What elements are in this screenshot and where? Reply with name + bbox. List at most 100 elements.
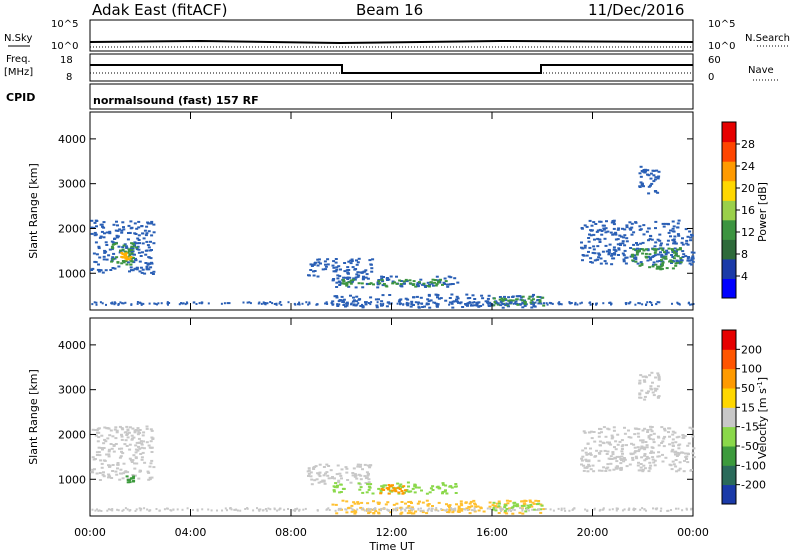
y-tick-label: 3000: [58, 178, 86, 191]
nsearch-tick-top: 10^5: [708, 19, 735, 30]
scatter-region: [341, 278, 448, 288]
velocity-colorbar: 200 100 50 15 -15 -50 -100 -200: [721, 329, 766, 505]
power-ylabel: Slant Range [km]: [27, 163, 40, 259]
colorbar-swatch: [722, 200, 736, 221]
ground-scatter-line: [91, 507, 693, 512]
colorbar-tick-label: 8: [741, 248, 748, 261]
colorbar-tick-label: -50: [741, 440, 759, 453]
scatter-region: [580, 425, 696, 473]
velocity-y-ticks: 4000 3000 2000 1000: [58, 339, 693, 486]
power-colorbar: 28 24 20 16 12 8 4: [721, 121, 755, 299]
freq-label-1: Freq.: [6, 54, 31, 65]
nsky-strip: [89, 19, 694, 52]
colorbar-tick-label: -100: [741, 459, 766, 472]
nsearch-label: N.Search: [745, 33, 790, 44]
colorbar-tick-label: 100: [741, 363, 762, 376]
y-tick-label: 4000: [58, 339, 86, 352]
scatter-region: [638, 371, 661, 401]
nave-tick-bottom: 0: [708, 72, 714, 83]
y-tick-label: 2000: [58, 222, 86, 235]
colorbar-tick-label: 24: [741, 160, 755, 173]
scatter-region: [379, 484, 407, 495]
y-tick-label: 1000: [58, 267, 86, 280]
nsearch-tick-bottom: 10^0: [708, 41, 735, 52]
x-tick-label: 16:00: [476, 526, 508, 539]
colorbar-swatch: [722, 180, 736, 201]
colorbar-swatch: [722, 426, 736, 447]
scatter-region: [90, 425, 156, 481]
x-tick-label: 20:00: [577, 526, 609, 539]
freq-strip: [89, 53, 694, 82]
colorbar-swatch: [722, 161, 736, 182]
scatter-region: [638, 165, 661, 195]
colorbar-swatch: [722, 141, 736, 162]
y-tick-label: 2000: [58, 428, 86, 441]
y-tick-label: 3000: [58, 384, 86, 397]
colorbar-swatch: [722, 349, 736, 370]
colorbar-swatch: [722, 239, 736, 260]
colorbar-swatch: [722, 446, 736, 466]
date-title: 11/Dec/2016: [588, 1, 684, 19]
velocity-panel-frame: [89, 317, 694, 517]
colorbar-tick-label: 50: [741, 382, 755, 395]
freq-tick-top: 18: [60, 55, 73, 66]
velocity-colorbar-label: Velocity [m s-1]: [756, 377, 769, 459]
velocity-scatter-regions: [90, 371, 696, 515]
nsky-label: N.Sky: [4, 33, 32, 44]
colorbar-tick-label: -15: [741, 421, 759, 434]
freq-tick-bottom: 8: [66, 72, 72, 83]
colorbar-swatch: [722, 330, 736, 350]
x-tick-label: 04:00: [175, 526, 207, 539]
colorbar-swatch: [722, 465, 736, 486]
colorbar-swatch: [722, 219, 736, 240]
colorbar-tick-label: -200: [741, 479, 766, 492]
colorbar-tick-label: 20: [741, 182, 755, 195]
cpid-text: normalsound (fast) 157 RF: [93, 94, 259, 107]
colorbar-frame: [721, 329, 737, 505]
cpid-label: CPID: [6, 91, 35, 104]
velocity-ylabel: Slant Range [km]: [27, 369, 40, 465]
colorbar-swatch: [722, 368, 736, 389]
y-tick-label: 4000: [58, 133, 86, 146]
x-tick-label: 00:00: [677, 526, 709, 539]
ground-scatter-line: [91, 301, 695, 306]
colorbar-tick-label: 15: [741, 401, 755, 414]
x-axis-label: Time UT: [368, 540, 414, 553]
y-tick-label: 1000: [58, 473, 86, 486]
colorbar-swatch: [722, 258, 736, 279]
colorbar-tick-label: 200: [741, 343, 762, 356]
scatter-region: [125, 475, 136, 484]
power-panel-frame: [89, 111, 694, 311]
scatter-region: [307, 257, 375, 280]
nave-tick-top: 60: [708, 55, 721, 66]
nsky-tick-top: 10^5: [51, 19, 78, 30]
station-title: Adak East (fitACF): [92, 1, 227, 19]
nsky-trace: [89, 39, 694, 45]
freq-label-2: [MHz]: [4, 67, 33, 78]
scatter-region: [120, 251, 133, 261]
colorbar-swatch: [722, 484, 736, 505]
colorbar-swatch: [722, 407, 736, 428]
colorbar-tick-label: 28: [741, 138, 755, 151]
colorbar-swatch: [722, 278, 736, 299]
scatter-region: [630, 247, 683, 271]
colorbar-tick-label: 4: [741, 270, 748, 283]
beam-title: Beam 16: [356, 1, 423, 19]
x-axis-ticks: 00:00 04:00 08:00 12:00 16:00 20:00 00:00: [74, 112, 709, 539]
freq-trace: [90, 64, 693, 74]
power-scatter-regions: [90, 165, 696, 309]
nave-label: Nave: [748, 65, 774, 76]
power-y-ticks: 4000 3000 2000 1000: [58, 133, 693, 280]
power-colorbar-label: Power [dB]: [756, 182, 769, 242]
colorbar-swatch: [722, 122, 736, 143]
colorbar-tick-label: 12: [741, 226, 755, 239]
x-tick-label: 00:00: [74, 526, 106, 539]
nsky-tick-bottom: 10^0: [51, 41, 78, 52]
colorbar-swatch: [722, 388, 736, 408]
x-tick-label: 12:00: [376, 526, 408, 539]
colorbar-tick-label: 16: [741, 204, 755, 217]
cpid-strip: [89, 83, 694, 110]
x-tick-label: 08:00: [275, 526, 307, 539]
scatter-region: [580, 219, 696, 266]
